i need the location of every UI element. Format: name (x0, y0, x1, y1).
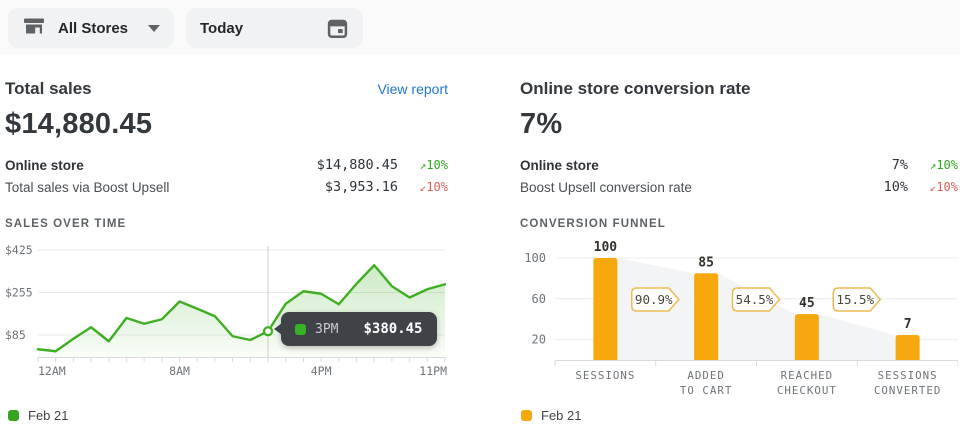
conversion-badge (631, 287, 680, 312)
trend-pct: 10% (936, 158, 958, 172)
conversion-rate-panel: Online store conversion rate 7% Online s… (520, 55, 959, 423)
trend-indicator: ↙10% (908, 180, 958, 194)
funnel-bar[interactable] (593, 258, 618, 360)
y-axis-label: 20 (532, 333, 546, 347)
x-axis-label: 8AM (169, 364, 190, 378)
store-selector-label: All Stores (58, 19, 129, 37)
metric-row-online-store-rate: Online store 7% ↗10% (520, 154, 958, 176)
x-axis-label: CHECKOUT (777, 384, 837, 396)
sales-line (36, 264, 447, 353)
hover-point[interactable] (262, 326, 274, 337)
x-axis-label: REACHED (781, 369, 834, 382)
top-bar: All Stores Today (0, 0, 960, 55)
bar-chart-svg: 100 60 20 100 85 45 7 90.9% 54.5% 15.5% SESSIONS AD… (524, 240, 959, 397)
sales-over-time-chart[interactable]: $425 $255 $85 12AM 8AM 4PM 11PM 3PM $380.45 (5, 243, 448, 384)
bar-value-label: 45 (799, 296, 815, 311)
conversion-badge-label: 15.5% (836, 292, 874, 307)
trend-pct: 10% (426, 158, 448, 172)
metric-label: Online store (5, 157, 84, 173)
metric-label: Total sales via Boost Upsell (5, 179, 170, 195)
chevron-down-icon (148, 24, 160, 32)
tooltip-value: $380.45 (363, 321, 423, 337)
funnel-bar[interactable] (895, 335, 920, 360)
trend-indicator: ↗10% (908, 158, 958, 172)
metric-row-boost-upsell-rate: Boost Upsell conversion rate 10% ↙10% (520, 176, 958, 198)
trend-down-arrow-icon: ↙ (929, 181, 937, 194)
trend-up-arrow-icon: ↗ (419, 159, 427, 172)
metric-row-boost-upsell: Total sales via Boost Upsell $3,953.16 ↙… (5, 176, 448, 198)
x-axis-label: CONVERTED (874, 384, 942, 396)
conversion-breakdown: Online store 7% ↗10% Boost Upsell conver… (520, 154, 958, 198)
x-axis-label: SESSIONS (575, 369, 635, 382)
trend-up-arrow-icon: ↗ (929, 159, 937, 172)
legend-label: Feb 21 (28, 408, 69, 423)
conversion-rate-title: Online store conversion rate (520, 79, 751, 98)
bar-value-label: 85 (698, 255, 714, 270)
x-axis-label: 12AM (38, 364, 66, 378)
y-axis-label: $255 (5, 286, 33, 300)
date-selector-label: Today (200, 19, 244, 37)
x-axis-label: ADDED (687, 369, 725, 382)
metric-value: $3,953.16 (324, 179, 398, 195)
tooltip-time: 3PM (315, 321, 339, 337)
conversion-badge (731, 287, 781, 312)
conversion-rate-value: 7% (520, 108, 563, 140)
bar-value-label: 7 (904, 317, 912, 332)
trend-indicator: ↗10% (398, 158, 448, 172)
y-axis-label: $85 (5, 328, 26, 342)
conversion-badge (832, 287, 881, 312)
store-selector-button[interactable]: All Stores (8, 8, 174, 48)
storefront-icon (22, 15, 46, 42)
x-axis-label: 4PM (311, 364, 332, 378)
x-axis-label: TO CART (680, 384, 733, 396)
date-selector-button[interactable]: Today (186, 8, 363, 48)
metric-label: Boost Upsell conversion rate (520, 179, 692, 195)
trend-pct: 10% (936, 180, 958, 194)
legend-swatch-orange (521, 410, 532, 421)
metric-value: $14,880.45 (316, 157, 398, 173)
trend-pct: 10% (426, 180, 448, 194)
funnel-bar[interactable] (794, 314, 819, 360)
metric-label: Online store (520, 157, 599, 173)
trend-down-arrow-icon: ↙ (419, 181, 427, 194)
total-sales-title: Total sales (5, 79, 92, 98)
calendar-icon (326, 17, 349, 39)
metric-value: 10% (883, 179, 908, 195)
total-sales-panel: Total sales View report $14,880.45 Onlin… (5, 55, 448, 423)
funnel-bar[interactable] (694, 273, 719, 360)
metric-row-online-store: Online store $14,880.45 ↗10% (5, 154, 448, 176)
conversion-badge-label: 90.9% (635, 292, 673, 307)
conversion-funnel-label: CONVERSION FUNNEL (520, 218, 666, 230)
bar-value-label: 100 (594, 240, 618, 255)
metric-value: 7% (891, 157, 908, 173)
y-axis-label: 60 (532, 292, 546, 306)
view-report-link[interactable]: View report (377, 81, 448, 97)
x-axis-label: 11PM (419, 364, 447, 378)
conversion-rate-header: Online store conversion rate (520, 79, 958, 99)
legend-label: Feb 21 (541, 408, 582, 423)
legend-swatch-green (8, 410, 19, 421)
total-sales-value: $14,880.45 (5, 108, 153, 140)
main-content: Total sales View report $14,880.45 Onlin… (0, 55, 960, 423)
trend-indicator: ↙10% (398, 180, 448, 194)
conversion-funnel-chart[interactable]: 100 60 20 100 85 45 7 90.9% 54.5% 15.5% SESSIONS AD… (520, 238, 959, 397)
sales-over-time-label: SALES OVER TIME (5, 218, 127, 230)
conversion-badge-label: 54.5% (736, 292, 774, 307)
tooltip-series-swatch (295, 323, 306, 335)
y-axis-label: $425 (5, 244, 33, 257)
funnel-chart-legend: Feb 21 (521, 408, 958, 423)
sales-chart-legend: Feb 21 (8, 408, 448, 423)
y-axis-label: 100 (524, 251, 546, 265)
total-sales-breakdown: Online store $14,880.45 ↗10% Total sales… (5, 154, 448, 198)
total-sales-header: Total sales View report (5, 79, 448, 99)
chart-tooltip: 3PM $380.45 (274, 312, 437, 346)
x-axis-label: SESSIONS (878, 369, 938, 382)
